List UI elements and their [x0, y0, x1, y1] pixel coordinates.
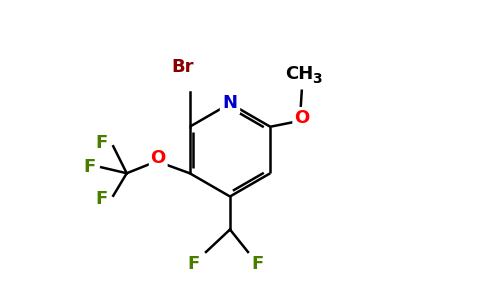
Text: F: F [251, 255, 263, 273]
Text: 3: 3 [312, 72, 322, 86]
Text: F: F [95, 190, 107, 208]
Text: F: F [83, 158, 95, 176]
Text: N: N [223, 94, 238, 112]
Text: O: O [294, 109, 309, 127]
Text: F: F [95, 134, 107, 152]
Text: Br: Br [171, 58, 194, 76]
Text: CH: CH [285, 65, 313, 83]
Text: O: O [151, 149, 166, 167]
Text: F: F [188, 255, 200, 273]
